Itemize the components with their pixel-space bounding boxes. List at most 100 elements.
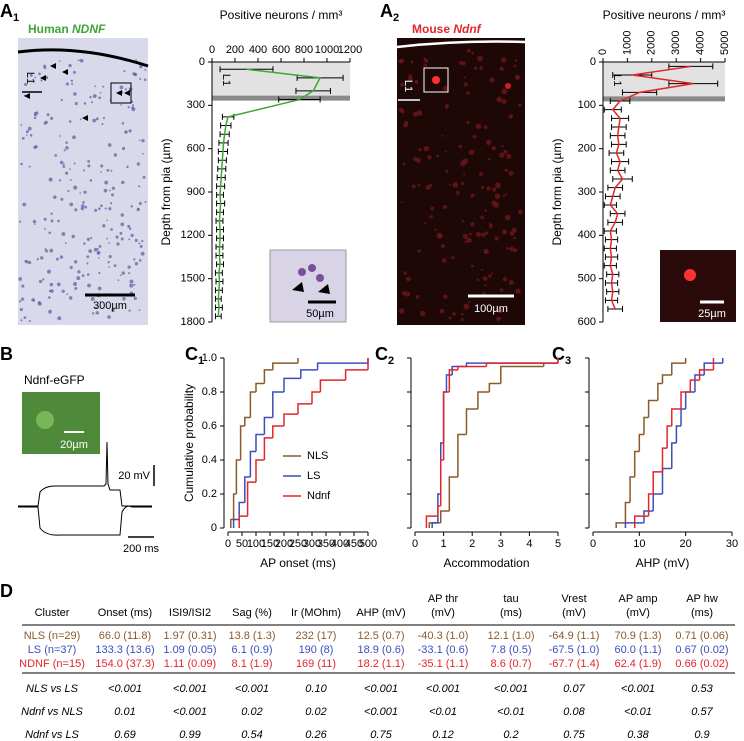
cell-dot bbox=[461, 219, 465, 223]
cell-dot bbox=[68, 296, 73, 300]
x-tick-label: 800 bbox=[295, 44, 313, 56]
cell-dot bbox=[499, 288, 504, 292]
stained-cell bbox=[308, 264, 316, 272]
cell-dot bbox=[139, 244, 143, 248]
x-tick-label: 200 bbox=[226, 44, 244, 56]
table-cell: 62.4 (1.9) bbox=[614, 658, 661, 670]
cell-dot bbox=[493, 201, 500, 208]
cell-dot bbox=[120, 213, 125, 217]
table-cell: 0.67 (0.02) bbox=[675, 644, 728, 656]
cell-dot bbox=[106, 219, 108, 222]
cell-dot bbox=[37, 301, 42, 306]
cell-dot bbox=[139, 64, 143, 69]
y-tick-label: 200 bbox=[578, 143, 596, 155]
table-cell: 0.26 bbox=[305, 729, 327, 741]
cell-dot bbox=[72, 135, 76, 140]
cell-dot bbox=[463, 303, 470, 310]
cell-dot bbox=[429, 183, 433, 187]
cell-dot bbox=[65, 146, 69, 150]
cell-dot bbox=[127, 106, 130, 109]
gene: NDNF bbox=[72, 22, 106, 36]
y-axis-title: Depth form pia (µm) bbox=[550, 139, 564, 246]
panel-letter: A bbox=[0, 1, 13, 21]
cell-dot bbox=[69, 265, 73, 270]
cell-dot bbox=[83, 169, 86, 172]
cell-dot bbox=[508, 279, 514, 285]
cell-dot bbox=[80, 204, 85, 208]
cell-dot bbox=[38, 279, 43, 284]
cell-dot bbox=[96, 251, 101, 255]
table-cell: LS (n=37) bbox=[28, 644, 77, 656]
cdf-step bbox=[319, 379, 346, 392]
cell-dot bbox=[404, 291, 411, 297]
cdf-step bbox=[657, 382, 663, 401]
y-tick-label: 500 bbox=[578, 273, 596, 285]
layer-label: L1 bbox=[220, 74, 232, 86]
cell-dot bbox=[65, 82, 69, 86]
table-header: Sag (%) bbox=[232, 607, 272, 619]
voltage-trace bbox=[18, 505, 152, 536]
table-cell: 0.38 bbox=[627, 729, 649, 741]
cell-dot bbox=[70, 79, 74, 82]
table-cell: 169 (11) bbox=[296, 658, 336, 670]
cdf-step bbox=[272, 391, 284, 418]
cell-dot bbox=[120, 274, 122, 276]
cell-dot bbox=[463, 82, 468, 87]
cdf-step bbox=[624, 522, 644, 528]
cell-dot bbox=[476, 278, 480, 282]
cell-dot bbox=[400, 201, 403, 204]
cell-dot bbox=[25, 130, 29, 134]
cell-dot bbox=[488, 223, 493, 227]
cell-dot bbox=[19, 220, 22, 223]
cell-dot bbox=[66, 293, 69, 296]
cell-dot bbox=[462, 158, 469, 164]
cell-dot bbox=[134, 261, 139, 266]
cell-dot bbox=[497, 307, 503, 314]
cell-dot bbox=[113, 153, 118, 157]
cell-dot bbox=[49, 248, 54, 253]
x-tick-label: 400 bbox=[331, 538, 349, 550]
cell-dot bbox=[22, 202, 27, 207]
y-tick-label: 900 bbox=[187, 186, 205, 198]
arrowhead bbox=[62, 69, 68, 75]
x-tick-label: 2000 bbox=[646, 31, 658, 55]
cell-dot bbox=[71, 82, 74, 86]
cell-dot bbox=[140, 251, 145, 256]
cell-dot bbox=[87, 159, 91, 163]
table-cell: <0.01 bbox=[497, 706, 525, 718]
cdf-step bbox=[249, 450, 256, 477]
cell-dot bbox=[491, 272, 494, 275]
cell-dot bbox=[489, 77, 495, 83]
table-cell: -64.9 (1.1) bbox=[549, 630, 600, 642]
cell-dot bbox=[111, 186, 116, 190]
cdf-step bbox=[235, 459, 241, 494]
panel-label: B bbox=[0, 344, 13, 364]
cdf-step bbox=[652, 471, 663, 494]
cell-dot bbox=[479, 66, 483, 71]
cell-dot bbox=[455, 190, 460, 195]
cell-dot bbox=[492, 187, 497, 192]
cell-dot bbox=[40, 79, 43, 82]
cell-dot bbox=[144, 68, 147, 71]
cell-dot bbox=[100, 164, 104, 168]
cell-dot bbox=[60, 98, 64, 102]
table-cell: 0.57 bbox=[691, 706, 713, 718]
cdf-step bbox=[684, 391, 695, 409]
table-cell: 18.9 (0.6) bbox=[357, 644, 404, 656]
cell-dot bbox=[499, 66, 504, 71]
cell-dot bbox=[452, 312, 457, 316]
cell-dot bbox=[29, 73, 33, 77]
table-cell: -67.5 (1.0) bbox=[549, 644, 600, 656]
cell-dot bbox=[408, 76, 413, 82]
cell-dot bbox=[94, 208, 98, 212]
cell-dot bbox=[33, 116, 37, 120]
cell-dot bbox=[488, 274, 492, 278]
cdf-step bbox=[647, 399, 658, 418]
cell-dot bbox=[471, 51, 474, 55]
cell-dot bbox=[501, 88, 508, 95]
cdf-step bbox=[283, 377, 301, 392]
species: Mouse bbox=[412, 22, 450, 36]
cell-dot bbox=[130, 205, 133, 208]
cell-dot bbox=[436, 154, 440, 158]
cdf-step bbox=[244, 416, 251, 426]
